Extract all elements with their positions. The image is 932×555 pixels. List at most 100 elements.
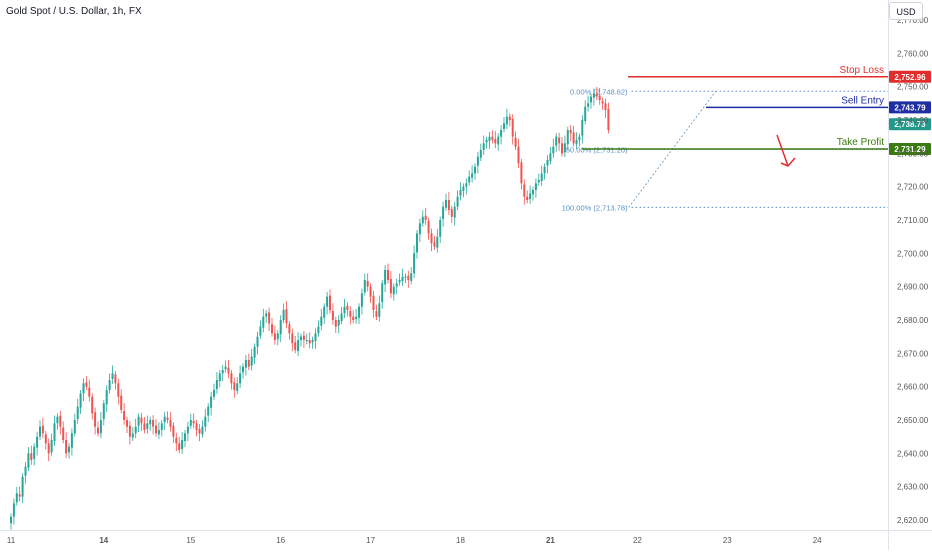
candle <box>88 379 91 402</box>
sell-entry-label: Sell Entry <box>841 95 884 106</box>
candle-body <box>140 417 143 424</box>
candle-body <box>47 443 50 454</box>
candle <box>39 420 41 440</box>
candle-body <box>27 453 30 468</box>
candle-body <box>508 116 511 120</box>
candle <box>360 288 363 315</box>
candle <box>256 331 259 355</box>
candle-body <box>111 373 114 379</box>
candle-body <box>218 373 221 381</box>
arrow-shaft <box>776 134 789 167</box>
candle-body <box>230 373 233 384</box>
candle-body <box>378 303 381 317</box>
candle-body <box>36 436 39 448</box>
candle-body <box>572 132 575 144</box>
candle-body <box>189 420 192 426</box>
candle-body <box>384 270 387 285</box>
candle-body <box>520 162 523 184</box>
candle-body <box>607 109 610 130</box>
candle-body <box>445 200 447 208</box>
candle-body <box>146 423 149 429</box>
y-tick-label: 2,770.00 <box>897 16 929 25</box>
candle <box>331 303 334 325</box>
candle <box>181 432 184 454</box>
candle <box>10 513 12 530</box>
candle-body <box>401 276 404 281</box>
candle-body <box>474 166 476 174</box>
candle-body <box>387 270 389 280</box>
candle-body <box>546 160 549 166</box>
candle-body <box>265 313 268 317</box>
candle-body <box>581 120 584 136</box>
candle <box>155 419 157 437</box>
candle <box>523 179 526 205</box>
candle <box>62 421 65 444</box>
candle <box>552 138 555 159</box>
candle <box>500 125 503 145</box>
candle-body <box>195 423 198 430</box>
candle-body <box>70 433 73 448</box>
candle-body <box>323 306 326 318</box>
arrow-head <box>780 157 796 167</box>
candle-body <box>549 153 552 161</box>
candle <box>308 332 311 349</box>
candle <box>50 433 53 456</box>
candle-body <box>381 283 384 303</box>
candle-body <box>595 93 598 97</box>
candle <box>598 87 601 105</box>
candle-body <box>311 340 314 343</box>
candle-body <box>227 367 230 374</box>
candle-body <box>149 420 152 425</box>
candle-body <box>352 316 355 320</box>
candle <box>436 228 439 253</box>
candle <box>12 498 15 525</box>
x-tick-label: 14 <box>99 536 108 545</box>
candle-body <box>224 366 227 369</box>
take-profit-label: Take Profit <box>837 137 884 148</box>
candle-body <box>537 180 540 183</box>
candle <box>476 151 479 174</box>
candle <box>569 125 572 142</box>
candle-body <box>358 306 360 318</box>
candle <box>375 304 378 320</box>
candle <box>291 328 294 352</box>
candle-body <box>94 412 97 427</box>
candle <box>482 135 485 155</box>
candle <box>94 407 97 435</box>
x-tick-label: 24 <box>813 536 822 545</box>
candle <box>73 413 76 437</box>
x-tick-label: 22 <box>633 536 642 545</box>
candle-body <box>204 416 207 427</box>
candle <box>491 130 494 144</box>
stop-loss-tag-text: 2,752.96 <box>894 73 926 82</box>
candle-body <box>317 326 320 334</box>
candle <box>601 97 604 110</box>
y-tick-label: 2,760.00 <box>897 49 929 58</box>
take-profit-tag-bg <box>889 143 931 156</box>
candle <box>366 273 369 292</box>
candle <box>105 385 108 413</box>
y-tick-label: 2,700.00 <box>897 249 929 258</box>
candle <box>584 100 587 125</box>
candle <box>204 408 207 432</box>
candle-body <box>511 119 514 137</box>
candle <box>227 359 230 379</box>
candle-body <box>424 215 427 220</box>
candle <box>259 320 262 339</box>
candle <box>41 417 44 439</box>
candle <box>369 283 372 303</box>
candle-body <box>294 342 297 350</box>
candle <box>99 412 102 439</box>
candle-body <box>134 426 137 434</box>
candle <box>534 178 537 198</box>
candle-body <box>360 293 363 307</box>
candle <box>33 443 36 466</box>
candle-body <box>163 416 166 423</box>
candle <box>439 216 442 243</box>
candle-body <box>53 423 56 441</box>
candle-body <box>413 253 416 274</box>
currency-button[interactable]: USD <box>889 2 923 20</box>
candle-body <box>271 324 273 334</box>
